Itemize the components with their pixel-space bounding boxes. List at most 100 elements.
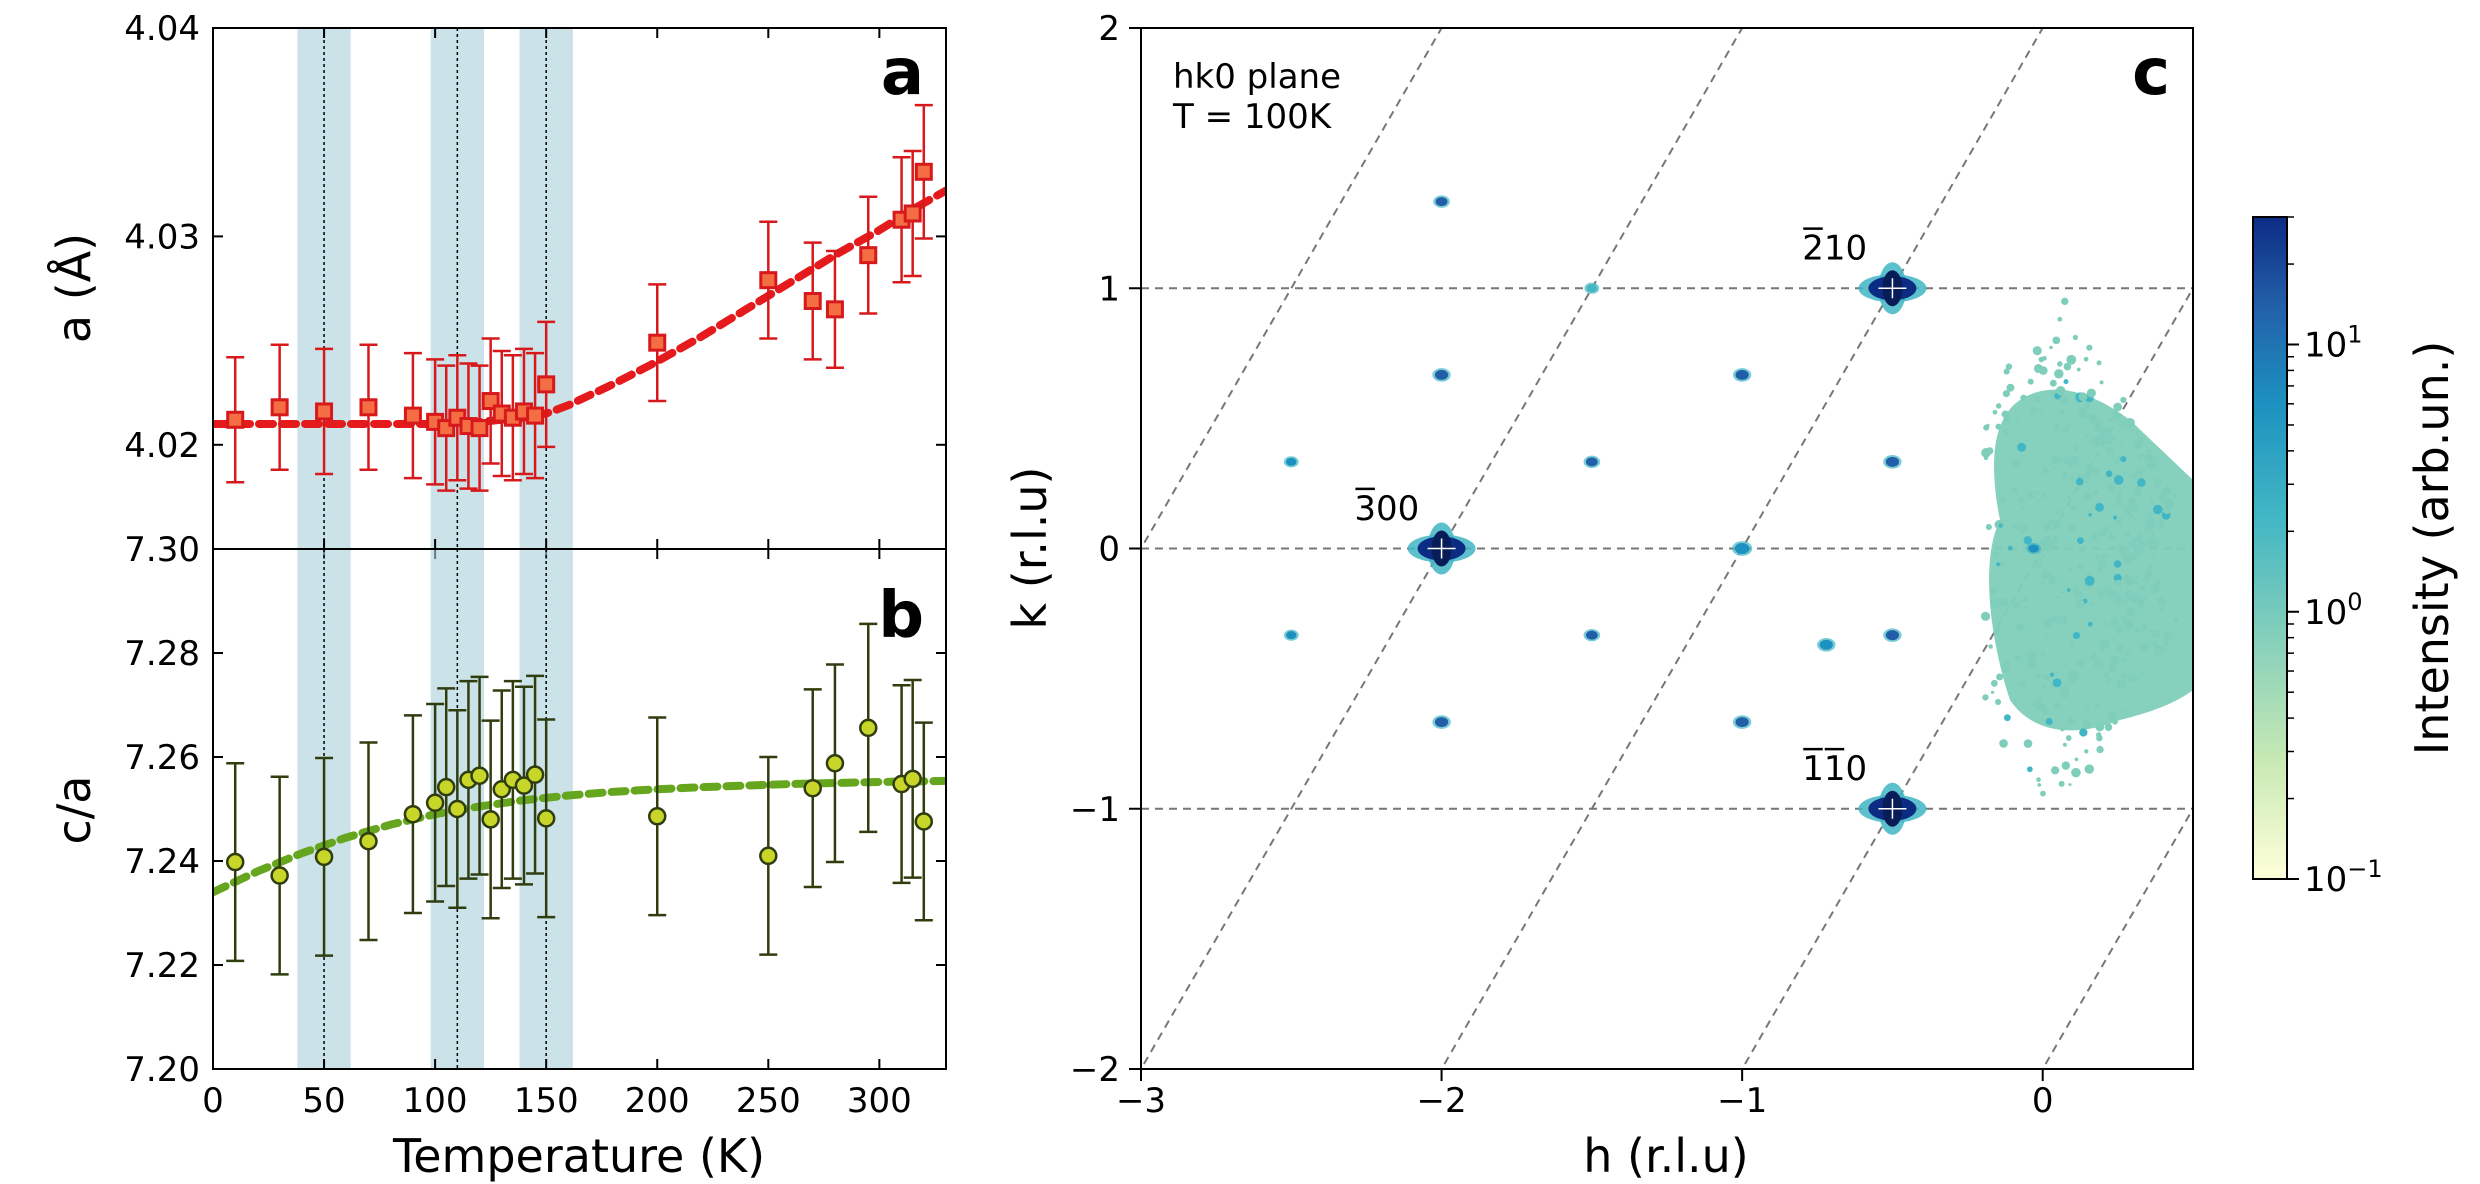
diffuse-speckle [2005,660,2010,665]
diffuse-speckle [1996,673,2004,681]
diffuse-speckle [2026,649,2037,660]
diffuse-speckle [2156,647,2165,655]
panel-b-point [903,678,922,879]
diffuse-speckle [2136,599,2146,608]
diffuse-speckle [2052,537,2058,543]
panel-b-point [825,663,845,864]
diffuse-speckle [2069,642,2075,647]
diffuse-speckle [2153,651,2158,656]
diffuse-speckle [2033,364,2043,374]
square-marker [315,402,334,421]
diffuse-speckle [2052,678,2062,688]
square-marker [825,300,844,319]
y-tick-label: 7.28 [124,634,200,674]
diffuse-speckle [2079,547,2086,554]
diffuse-speckle [2082,720,2091,729]
diffraction-spot [1432,368,1451,382]
diffuse-speckle [2084,749,2089,754]
diffuse-speckle [2090,653,2098,660]
diffuse-speckle [2148,629,2153,633]
y-tick-label: 4.02 [124,426,200,466]
panel-b-point [425,702,445,903]
diffuse-speckle [2027,491,2035,499]
diffuse-speckle [2027,659,2037,670]
diffraction-spot [1732,541,1753,556]
diffuse-speckle [2132,505,2139,512]
diffuse-speckle [2152,615,2156,619]
diffraction-spot [1883,455,1902,469]
diffuse-speckle [2111,411,2120,421]
panel-c-ylabel: k (r.l.u) [1003,466,1057,629]
panel-a-points [226,103,933,492]
diffuse-speckle [2017,442,2027,452]
diffuse-speckle [2035,490,2039,495]
diffuse-speckle [2066,588,2071,592]
diffraction-spot [1433,195,1450,208]
diffuse-speckle [2099,380,2104,385]
diffuse-speckle [2083,356,2089,362]
diffuse-speckle [2147,449,2152,454]
diffuse-speckle [2056,385,2066,396]
diffraction-spot [1732,715,1752,729]
diffraction-spot [1732,368,1752,382]
colorbar-tick-label: 10−1 [2304,855,2383,900]
panel-a-point [481,337,500,465]
diffuse-speckle [2134,517,2139,522]
diffuse-speckle [2067,495,2072,500]
diffuse-speckle [2102,435,2113,445]
circle-marker [448,799,467,819]
y-tick-label: 2 [1098,9,1120,49]
diffuse-speckle [2043,674,2050,681]
square-marker [470,419,489,438]
diffuse-speckle [2035,673,2042,679]
colorbar-gradient [2253,217,2287,879]
diffuse-speckle [2040,651,2046,657]
diffuse-speckle [1998,523,2003,528]
diffuse-speckle [2057,361,2063,367]
panel-b-point [803,688,822,889]
diffuse-speckle [2036,777,2041,782]
circle-marker [859,718,878,738]
x-tick-label: 0 [2032,1081,2054,1121]
circle-marker [647,807,667,826]
diffuse-speckle [2062,456,2071,465]
panel-b-point [270,775,289,976]
diffuse-speckle [2073,589,2082,599]
diffuse-speckle [2128,674,2137,683]
diffuse-speckle [2052,614,2061,624]
diffuse-speckle [2131,654,2135,659]
circle-marker [525,765,545,784]
spot-core [1734,543,1750,554]
diffuse-speckle [2003,714,2011,722]
y-tick-label: 7.26 [124,738,200,778]
panel-b-point [514,685,534,886]
diffuse-speckle [2061,297,2069,306]
diffuse-speckle [2096,554,2101,559]
diffuse-speckle [2104,585,2114,595]
diffuse-speckle [2092,466,2101,475]
diffuse-region [1989,389,2193,731]
circle-marker [803,778,822,798]
diffuse-speckle [2005,363,2013,370]
diffuse-speckle [2007,545,2013,551]
circle-marker [425,793,445,813]
diffuse-speckle [2151,532,2155,536]
diffuse-speckle [2049,672,2055,677]
panel-a-point [803,241,822,361]
diffuse-speckle [1990,690,1995,694]
spot-core [1585,630,1598,640]
diffuse-speckle [2120,396,2127,404]
diffuse-speckle [2038,696,2042,700]
diffuse-speckle [2063,379,2069,385]
diffuse-speckle [2108,665,2117,673]
diffuse-speckle [2058,780,2065,787]
diffuse-speckle [2086,388,2096,398]
diffuse-speckle [2033,395,2041,403]
diffuse-speckle [2154,458,2159,463]
diffuse-speckle [2139,642,2149,652]
diffuse-speckle [2087,621,2093,627]
diffuse-speckle [2147,537,2158,548]
panel-a-letter: a [881,36,924,110]
diffuse-speckle [2111,435,2116,440]
